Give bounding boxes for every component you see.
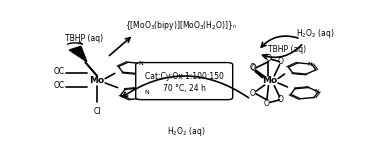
Text: H$_2$O$_2$ (aq): H$_2$O$_2$ (aq)	[296, 28, 335, 40]
Text: N: N	[138, 61, 143, 66]
Text: Cl: Cl	[93, 107, 101, 116]
Text: O: O	[250, 89, 256, 98]
Text: {[MoO$_3$(bipy)][MoO$_3$(H$_2$O)]}ₙ: {[MoO$_3$(bipy)][MoO$_3$(H$_2$O)]}ₙ	[125, 20, 237, 32]
Polygon shape	[69, 46, 87, 62]
Text: TBHP (aq): TBHP (aq)	[268, 45, 307, 55]
Text: O: O	[278, 57, 284, 66]
Text: O: O	[264, 99, 270, 108]
Text: N: N	[144, 90, 149, 95]
Text: N: N	[314, 89, 319, 94]
Text: OC: OC	[54, 67, 65, 76]
Text: O: O	[251, 64, 257, 73]
Text: Mo: Mo	[90, 76, 105, 85]
Text: Cat:Cy:Ox 1:100:150: Cat:Cy:Ox 1:100:150	[145, 72, 224, 81]
Text: Mo: Mo	[262, 76, 277, 85]
Text: 70 °C, 24 h: 70 °C, 24 h	[163, 84, 206, 93]
Text: OC: OC	[54, 81, 65, 90]
Text: TBHP (aq): TBHP (aq)	[65, 34, 103, 43]
Text: O: O	[265, 53, 271, 63]
Text: O: O	[278, 95, 284, 104]
Text: O: O	[250, 63, 256, 72]
Text: N: N	[308, 62, 313, 67]
Text: H$_2$O$_2$ (aq): H$_2$O$_2$ (aq)	[167, 125, 206, 138]
FancyBboxPatch shape	[136, 63, 233, 100]
